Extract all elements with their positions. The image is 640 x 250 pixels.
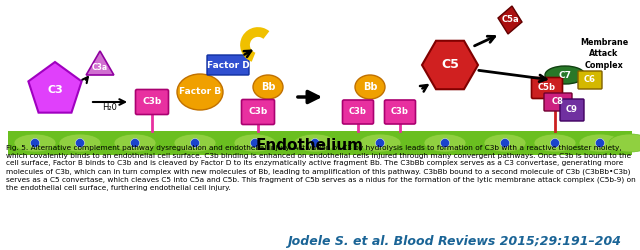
FancyBboxPatch shape [544, 93, 572, 111]
Circle shape [440, 138, 449, 147]
Circle shape [550, 138, 559, 147]
Circle shape [76, 138, 84, 147]
FancyBboxPatch shape [578, 71, 602, 89]
Text: Jodele S. et al. Blood Reviews 2015;29:191–204: Jodele S. et al. Blood Reviews 2015;29:1… [287, 235, 621, 248]
Bar [8, 131, 632, 155]
Circle shape [191, 138, 200, 147]
Text: H₂0: H₂0 [102, 104, 117, 112]
Text: C3b: C3b [349, 108, 367, 116]
Circle shape [131, 138, 140, 147]
Text: C3: C3 [47, 85, 63, 95]
Text: C5a: C5a [501, 16, 519, 24]
FancyBboxPatch shape [560, 99, 584, 121]
Text: Bb: Bb [260, 82, 275, 92]
Ellipse shape [14, 134, 56, 152]
Text: Endothelium: Endothelium [256, 138, 364, 152]
Polygon shape [422, 41, 478, 89]
Text: C6: C6 [584, 76, 596, 84]
Circle shape [31, 138, 40, 147]
Ellipse shape [355, 75, 385, 99]
Circle shape [310, 138, 319, 147]
Ellipse shape [359, 134, 401, 152]
FancyBboxPatch shape [531, 78, 563, 98]
Text: C8: C8 [552, 98, 564, 106]
Polygon shape [28, 62, 82, 113]
Text: C3b: C3b [248, 108, 268, 116]
Ellipse shape [114, 134, 156, 152]
FancyBboxPatch shape [136, 90, 168, 114]
Circle shape [376, 138, 385, 147]
Ellipse shape [579, 134, 621, 152]
Text: Membrane
Attack
Complex: Membrane Attack Complex [580, 38, 628, 70]
Circle shape [500, 138, 509, 147]
Text: Fig. 5. Alternative complement pathway dysregulation and endothelial injury. Act: Fig. 5. Alternative complement pathway d… [6, 145, 636, 191]
Ellipse shape [177, 74, 223, 110]
Text: Factor D: Factor D [207, 60, 250, 70]
Ellipse shape [174, 134, 216, 152]
Circle shape [250, 138, 259, 147]
Ellipse shape [609, 134, 640, 152]
Ellipse shape [534, 134, 576, 152]
Text: C3b: C3b [142, 98, 162, 106]
Text: C9: C9 [566, 106, 578, 114]
Text: C7: C7 [559, 70, 572, 80]
Text: C3a: C3a [92, 64, 108, 72]
Polygon shape [498, 6, 522, 34]
FancyBboxPatch shape [342, 100, 374, 124]
Ellipse shape [424, 134, 466, 152]
Text: C3b: C3b [391, 108, 409, 116]
Polygon shape [86, 51, 114, 75]
Ellipse shape [484, 134, 526, 152]
Text: Bb: Bb [363, 82, 377, 92]
Ellipse shape [294, 134, 336, 152]
Circle shape [595, 138, 605, 147]
Ellipse shape [545, 66, 585, 84]
Ellipse shape [59, 134, 101, 152]
FancyBboxPatch shape [241, 100, 275, 124]
FancyBboxPatch shape [385, 100, 415, 124]
Ellipse shape [234, 134, 276, 152]
FancyBboxPatch shape [207, 55, 249, 75]
Text: Factor B: Factor B [179, 88, 221, 96]
Text: C5: C5 [441, 58, 459, 71]
Ellipse shape [253, 75, 283, 99]
Text: C5b: C5b [538, 84, 556, 92]
